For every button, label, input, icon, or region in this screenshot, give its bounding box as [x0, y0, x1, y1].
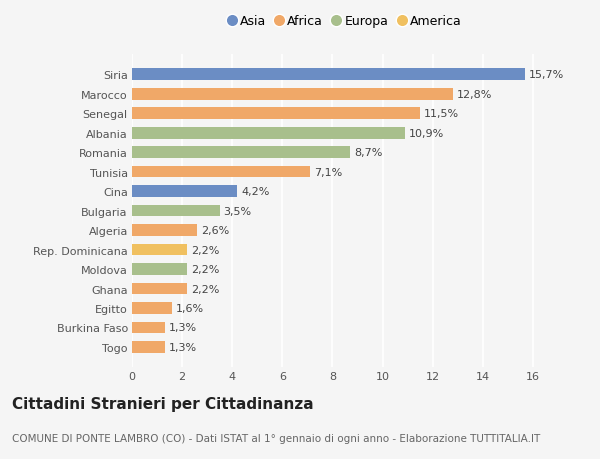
- Text: 15,7%: 15,7%: [529, 70, 565, 80]
- Text: 2,2%: 2,2%: [191, 284, 219, 294]
- Bar: [132, 302, 172, 314]
- Text: 2,6%: 2,6%: [201, 225, 229, 235]
- Text: 2,2%: 2,2%: [191, 245, 219, 255]
- Text: 1,6%: 1,6%: [176, 303, 204, 313]
- Bar: [132, 283, 187, 295]
- Text: 1,3%: 1,3%: [169, 323, 196, 333]
- Legend: Asia, Africa, Europa, America: Asia, Africa, Europa, America: [225, 11, 465, 32]
- Bar: [132, 128, 405, 139]
- Text: 3,5%: 3,5%: [223, 206, 251, 216]
- Text: 12,8%: 12,8%: [457, 90, 492, 100]
- Bar: [132, 225, 197, 236]
- Text: 10,9%: 10,9%: [409, 129, 444, 139]
- Text: 7,1%: 7,1%: [314, 167, 342, 177]
- Text: 1,3%: 1,3%: [169, 342, 196, 352]
- Bar: [132, 89, 453, 101]
- Text: 2,2%: 2,2%: [191, 264, 219, 274]
- Bar: [132, 108, 420, 120]
- Bar: [132, 341, 164, 353]
- Bar: [132, 322, 164, 334]
- Text: 8,7%: 8,7%: [354, 148, 382, 158]
- Bar: [132, 167, 310, 178]
- Bar: [132, 205, 220, 217]
- Bar: [132, 263, 187, 275]
- Text: 4,2%: 4,2%: [241, 187, 269, 197]
- Bar: [132, 69, 526, 81]
- Bar: [132, 244, 187, 256]
- Text: 11,5%: 11,5%: [424, 109, 459, 119]
- Text: Cittadini Stranieri per Cittadinanza: Cittadini Stranieri per Cittadinanza: [12, 397, 314, 412]
- Bar: [132, 186, 237, 197]
- Bar: [132, 147, 350, 159]
- Text: COMUNE DI PONTE LAMBRO (CO) - Dati ISTAT al 1° gennaio di ogni anno - Elaborazio: COMUNE DI PONTE LAMBRO (CO) - Dati ISTAT…: [12, 433, 540, 442]
